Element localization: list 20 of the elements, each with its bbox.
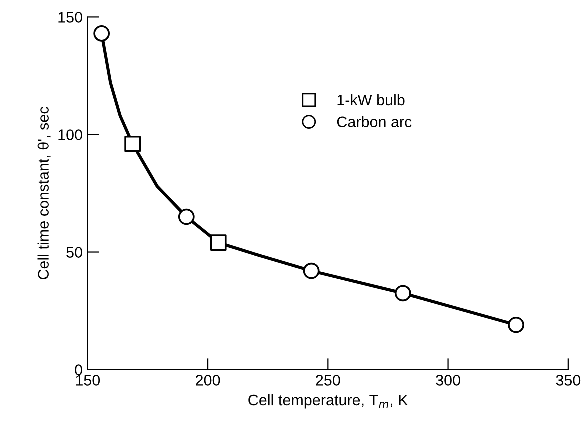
- legend-label: 1-kW bulb: [338, 94, 405, 106]
- x-tick-label: 150: [76, 375, 100, 386]
- point: [178, 208, 195, 226]
- y-tick-label: 150: [58, 12, 82, 23]
- point: [124, 136, 142, 152]
- point: [508, 316, 524, 334]
- x-tick-label: 200: [196, 375, 220, 386]
- y-tick-label: 100: [58, 130, 82, 140]
- y-tick-label: 50: [66, 247, 82, 258]
- point: [394, 285, 412, 302]
- y-axis-title: Cell time constant, θ', sec: [38, 107, 51, 280]
- point: [303, 262, 320, 280]
- y-tick-label: 0: [75, 364, 82, 376]
- x-tick-label: 250: [316, 375, 340, 386]
- x-tick-label: 350: [556, 375, 581, 386]
- point: [94, 25, 110, 42]
- x-tick-label: 300: [436, 375, 460, 386]
- point: [210, 234, 227, 252]
- legend-label: Carbon arc: [337, 116, 412, 128]
- x-axis-title: Cell temperature, T$_{m}$, K: [248, 394, 408, 409]
